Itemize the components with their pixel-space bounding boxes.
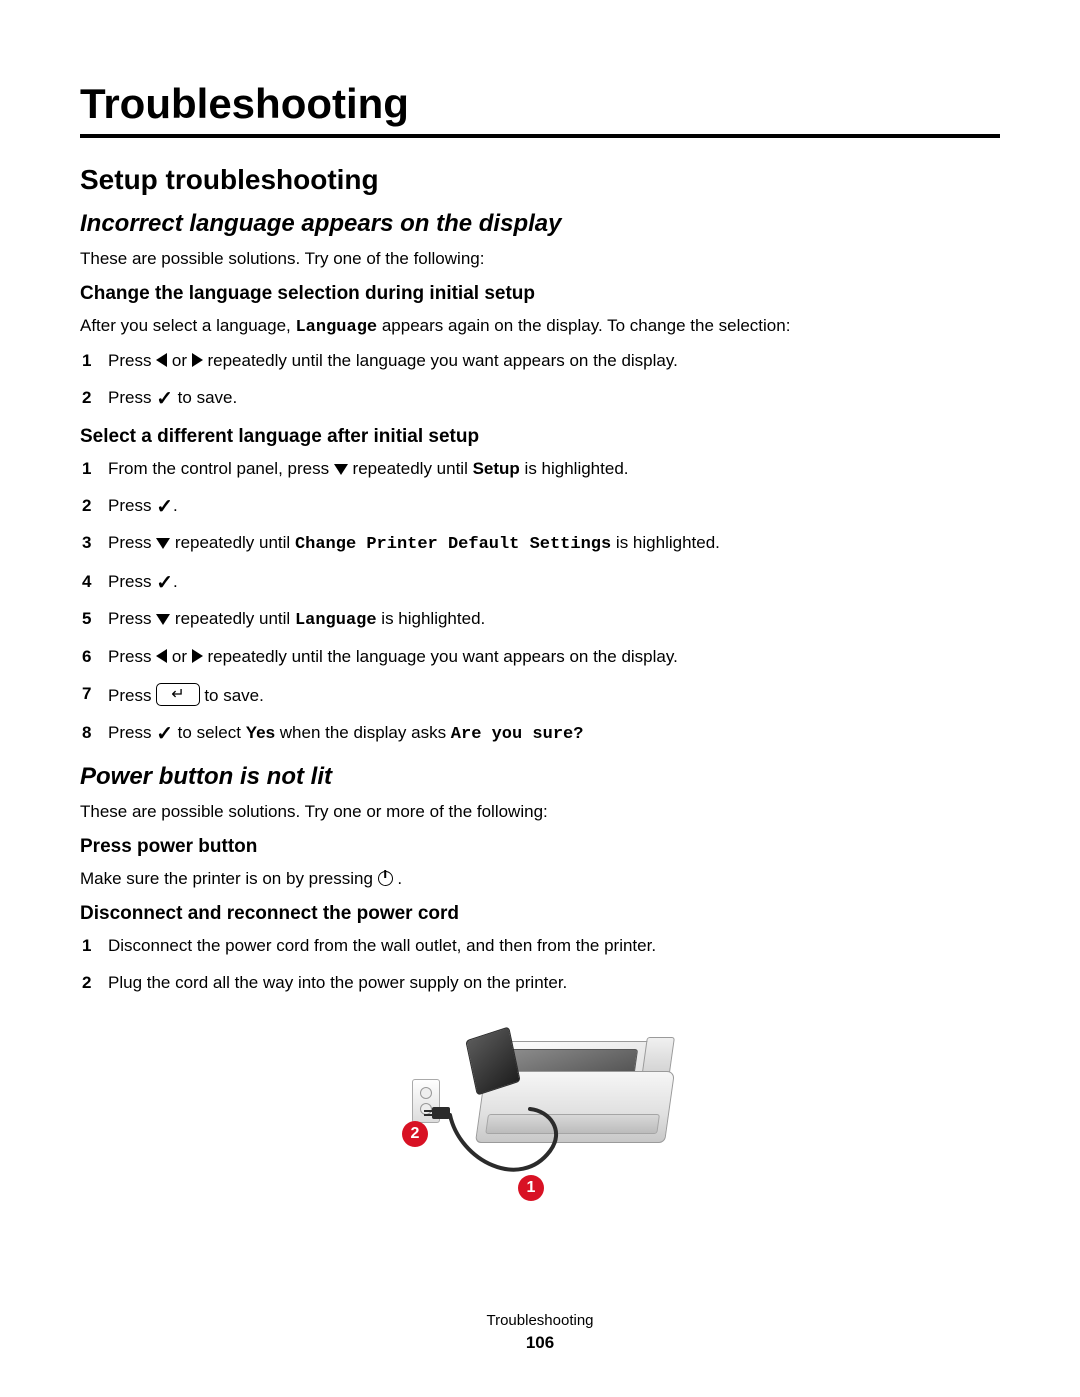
check-icon: ✓ (156, 499, 173, 515)
right-arrow-icon (192, 649, 203, 663)
power-icon (378, 871, 393, 886)
text: Press (108, 533, 156, 552)
text: appears again on the display. To change … (377, 316, 790, 335)
down-arrow-icon (156, 614, 170, 625)
down-arrow-icon (156, 538, 170, 549)
change-language-initial-heading: Change the language selection during ini… (80, 283, 1000, 305)
yes-bold: Yes (246, 723, 275, 742)
right-arrow-icon (192, 353, 203, 367)
power-button-not-lit-heading: Power button is not lit (80, 763, 1000, 791)
page-number: 106 (0, 1333, 1080, 1353)
text: . (173, 572, 178, 591)
plug-illustration (432, 1107, 450, 1119)
page-title: Troubleshooting (80, 80, 1000, 138)
sec2-intro: These are possible solutions. Try one or… (80, 801, 1000, 824)
language-mono: Language (295, 318, 377, 337)
down-arrow-icon (334, 464, 348, 475)
text: or (167, 351, 192, 370)
check-icon: ✓ (156, 726, 173, 742)
text: is highlighted. (377, 609, 486, 628)
list-item: Press ✓. (102, 571, 1000, 594)
list-item: Press ✓. (102, 495, 1000, 518)
text: After you select a language, (80, 316, 295, 335)
setup-troubleshooting-heading: Setup troubleshooting (80, 164, 1000, 196)
text: Press (108, 609, 156, 628)
text: to save. (173, 388, 237, 407)
text: Press (108, 572, 156, 591)
left-arrow-icon (156, 649, 167, 663)
text: repeatedly until (170, 533, 295, 552)
list-item: Press ✓ to select Yes when the display a… (102, 722, 1000, 747)
check-icon: ✓ (156, 391, 173, 407)
list-item: Press repeatedly until Change Printer De… (102, 532, 1000, 557)
left-arrow-icon (156, 353, 167, 367)
sec1-intro: These are possible solutions. Try one of… (80, 248, 1000, 271)
list-item: Press ✓ to save. (102, 387, 1000, 410)
text: to save. (200, 686, 264, 705)
text: Press (108, 496, 156, 515)
text: is highlighted. (611, 533, 720, 552)
text: Press (108, 351, 156, 370)
page-footer: Troubleshooting 106 (0, 1312, 1080, 1353)
press-power-text: Make sure the printer is on by pressing … (80, 868, 1000, 891)
change-settings-mono: Change Printer Default Settings (295, 535, 611, 554)
press-power-button-heading: Press power button (80, 836, 1000, 858)
text: . (173, 496, 178, 515)
text: From the control panel, press (108, 459, 334, 478)
select-different-language-steps: From the control panel, press repeatedly… (80, 458, 1000, 748)
power-cord-figure: 2 1 (80, 1011, 1000, 1216)
list-item: Press or repeatedly until the language y… (102, 646, 1000, 669)
text: Make sure the printer is on by pressing (80, 869, 378, 888)
disconnect-reconnect-heading: Disconnect and reconnect the power cord (80, 903, 1000, 925)
setup-bold: Setup (473, 459, 520, 478)
text: repeatedly until (348, 459, 473, 478)
list-item: From the control panel, press repeatedly… (102, 458, 1000, 481)
text: repeatedly until the language you want a… (203, 647, 678, 666)
list-item: Press or repeatedly until the language y… (102, 350, 1000, 373)
text: repeatedly until (170, 609, 295, 628)
disconnect-reconnect-steps: Disconnect the power cord from the wall … (80, 935, 1000, 995)
text: Press (108, 388, 156, 407)
list-item: Plug the cord all the way into the power… (102, 972, 1000, 995)
text: is highlighted. (520, 459, 629, 478)
text: . (393, 869, 402, 888)
sec1-sub1-intro: After you select a language, Language ap… (80, 315, 1000, 340)
list-item: Disconnect the power cord from the wall … (102, 935, 1000, 958)
list-item: Press repeatedly until Language is highl… (102, 608, 1000, 633)
select-different-language-heading: Select a different language after initia… (80, 426, 1000, 448)
text: Press (108, 686, 156, 705)
text: Press (108, 723, 156, 742)
list-item: Press ↵ to save. (102, 683, 1000, 708)
language-mono: Language (295, 611, 377, 630)
footer-section: Troubleshooting (0, 1312, 1080, 1329)
incorrect-language-heading: Incorrect language appears on the displa… (80, 210, 1000, 238)
check-icon: ✓ (156, 575, 173, 591)
text: or (167, 647, 192, 666)
text: repeatedly until the language you want a… (203, 351, 678, 370)
are-you-sure-mono: Are you sure? (451, 725, 584, 744)
back-button-icon: ↵ (156, 683, 199, 706)
text: Press (108, 647, 156, 666)
text: to select (173, 723, 246, 742)
printer-illustration (480, 1025, 670, 1145)
text: when the display asks (275, 723, 451, 742)
callout-marker-1: 1 (518, 1175, 544, 1201)
change-language-initial-steps: Press or repeatedly until the language y… (80, 350, 1000, 410)
callout-marker-2: 2 (402, 1121, 428, 1147)
